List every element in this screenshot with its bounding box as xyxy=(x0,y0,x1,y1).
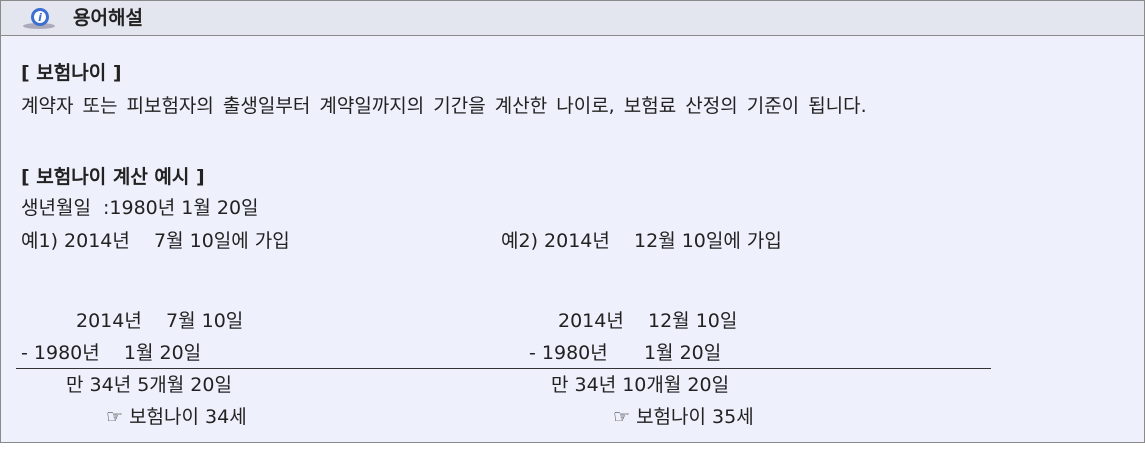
header-bar: i 용어해설 xyxy=(1,1,1144,36)
join-date: 2014년 7월 10일 xyxy=(76,310,244,332)
section-heading: [ 보험나이 ] xyxy=(21,62,122,84)
birth-subtract: - 1980년 1월 20일 xyxy=(21,342,202,364)
case-label: 예1) 2014년 7월 10일에 가입 xyxy=(21,230,290,252)
case-label: 예2) 2014년 12월 10일에 가입 xyxy=(501,230,782,252)
svg-text:i: i xyxy=(38,11,42,24)
subtraction-rule xyxy=(16,368,991,369)
info-icon: i xyxy=(23,8,55,29)
definition-body: 계약자 또는 피보험자의 출생일부터 계약일까지의 기간을 계산한 나이로, 보… xyxy=(21,95,867,117)
insurance-age: ☞ 보험나이 34세 xyxy=(106,406,247,428)
birth-subtract: - 1980년 1월 20일 xyxy=(529,342,722,364)
section-heading: [ 보험나이 계산 예시 ] xyxy=(21,166,205,188)
join-date: 2014년 12월 10일 xyxy=(558,310,738,332)
glossary-box: i 용어해설 [ 보험나이 ] 계약자 또는 피보험자의 출생일부터 계약일까지… xyxy=(0,0,1145,443)
age-diff: 만 34년 5개월 20일 xyxy=(66,374,232,396)
age-diff: 만 34년 10개월 20일 xyxy=(551,374,730,396)
insurance-age: ☞ 보험나이 35세 xyxy=(613,406,754,428)
birth-date: 생년월일 :1980년 1월 20일 xyxy=(21,197,259,219)
header-title: 용어해설 xyxy=(73,7,143,29)
